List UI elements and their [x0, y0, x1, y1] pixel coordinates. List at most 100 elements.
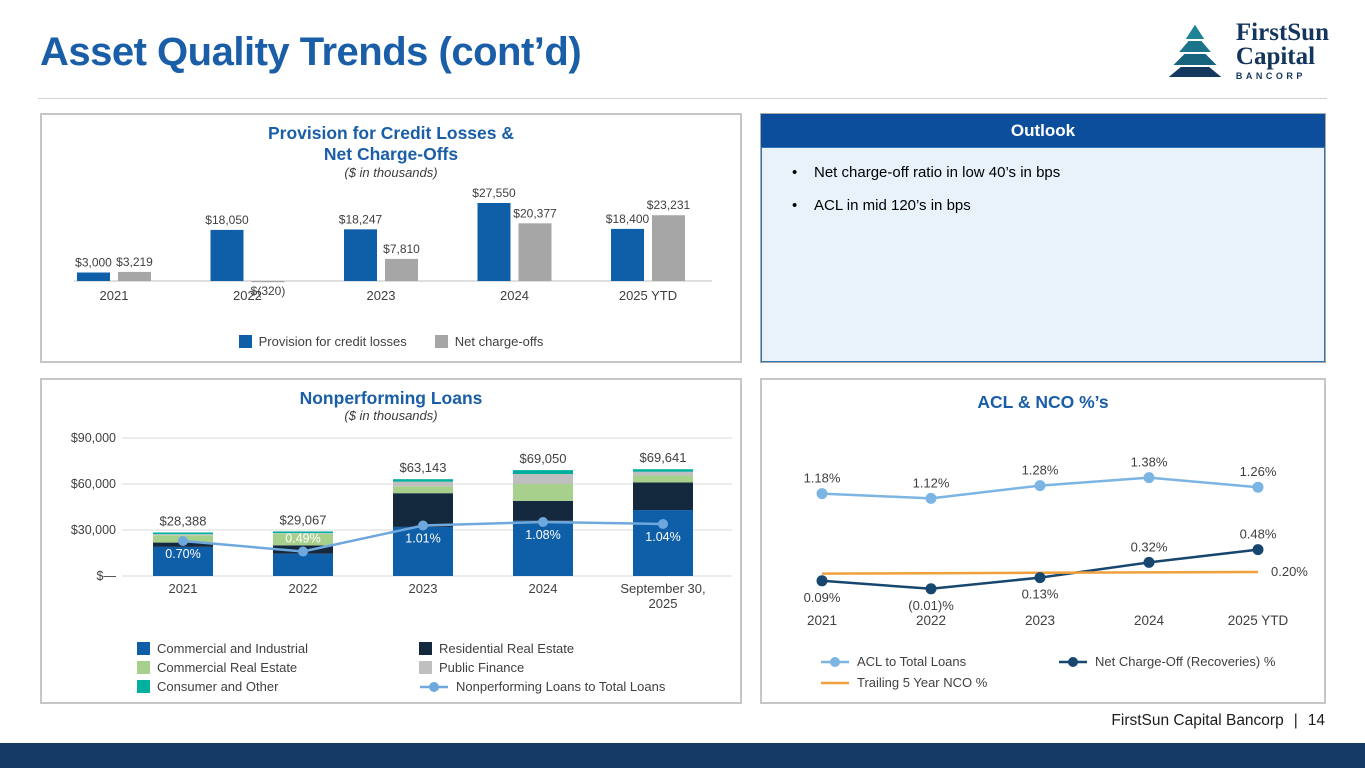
- bar-value-label: $23,231: [647, 198, 691, 212]
- stack-segment: [153, 546, 213, 576]
- header-divider: [38, 98, 1327, 99]
- line-marker: [658, 519, 668, 529]
- legend-label: Public Finance: [439, 660, 525, 675]
- stack-segment: [633, 469, 693, 472]
- bar: [611, 228, 644, 281]
- stack-segment: [153, 534, 213, 536]
- bar-value-label: $18,400: [606, 212, 650, 226]
- line-marker: [1252, 544, 1264, 556]
- stack-segment: [273, 533, 333, 546]
- line-marker: [538, 517, 548, 527]
- value-label: 1.12%: [913, 475, 950, 490]
- line-marker: [1143, 472, 1155, 484]
- total-label: $69,641: [640, 450, 687, 465]
- outlook-panel: Outlook Net charge-off ratio in low 40’s…: [760, 113, 1326, 363]
- legend-item: Trailing 5 Year NCO %: [820, 675, 1058, 690]
- acl-chart-title: ACL & NCO %’s: [977, 392, 1109, 412]
- legend-label: Commercial and Industrial: [157, 641, 309, 656]
- ratio-label: 0.70%: [165, 547, 200, 561]
- legend-marker-svg: [1059, 656, 1087, 667]
- line-marker: [1252, 481, 1264, 493]
- legend-marker-svg: [821, 656, 849, 667]
- stack-segment: [633, 482, 693, 511]
- stack-segment: [393, 479, 453, 482]
- x-tick-label: 2021: [169, 581, 198, 596]
- stack-segment: [153, 532, 213, 535]
- stack-segment: [273, 531, 333, 534]
- stack-segment: [633, 471, 693, 476]
- x-tick-label: 2025 YTD: [619, 288, 677, 303]
- x-tick-label: 2023: [1025, 613, 1055, 628]
- legend-swatch: [137, 661, 150, 674]
- legend-marker-svg: [420, 681, 448, 692]
- value-label: 1.18%: [804, 471, 841, 486]
- line-marker: [816, 575, 828, 587]
- value-label: 0.09%: [804, 590, 841, 605]
- legend-item: Net charge-offs: [434, 334, 544, 349]
- legend-label: Net charge-offs: [454, 334, 544, 349]
- bar: [118, 271, 151, 281]
- legend-item: Consumer and Other: [137, 679, 419, 694]
- bar: [77, 272, 110, 281]
- value-label: (0.01)%: [908, 598, 954, 613]
- line-marker: [1034, 572, 1046, 584]
- ratio-label: 1.08%: [525, 528, 560, 542]
- outlook-bullet-2: ACL in mid 120’s in bps: [782, 197, 1304, 214]
- bar-value-label: $20,377: [513, 206, 557, 220]
- legend-label: Net Charge-Off (Recoveries) %: [1095, 654, 1276, 669]
- outlook-bullet-1: Net charge-off ratio in low 40’s in bps: [782, 164, 1304, 181]
- stack-segment: [393, 481, 453, 487]
- tree-band-1: [1182, 21, 1208, 41]
- legend-line-marker: [820, 677, 850, 689]
- line-marker: [925, 583, 937, 595]
- stack-segment: [633, 475, 693, 483]
- x-tick-label: 2024: [500, 288, 529, 303]
- legend-label: Provision for credit losses: [258, 334, 407, 349]
- provision-chart: 2021 $3,000 $3,219 2022 $18,050 $(320) 2023 $18…: [74, 186, 712, 303]
- company-logo: FirstSun Capital BANCORP: [1163, 20, 1329, 82]
- nonperforming-loans-panel: Nonperforming Loans ($ in thousands) $— $…: [40, 378, 742, 704]
- legend-item: Commercial Real Estate: [137, 660, 419, 675]
- bar: [518, 223, 552, 281]
- provision-title-line1: Provision for Credit Losses &: [267, 123, 515, 143]
- logo-bancorp-label: BANCORP: [1235, 71, 1306, 82]
- x-tick-label: 2022: [233, 288, 262, 303]
- legend-swatch: [419, 661, 432, 674]
- bar: [251, 281, 285, 283]
- value-label: 0.13%: [1022, 587, 1059, 602]
- value-label: 0.32%: [1131, 539, 1168, 554]
- logo-text: FirstSun Capital BANCORP: [1235, 20, 1329, 82]
- bar: [477, 203, 511, 281]
- legend-label: Consumer and Other: [157, 679, 279, 694]
- stack-segment: [393, 486, 453, 494]
- line-marker: [418, 520, 428, 531]
- tree-band-2: [1174, 30, 1216, 54]
- stack-segment: [273, 553, 333, 576]
- value-label: 0.20%: [1271, 564, 1308, 579]
- x-tick-label: 2024: [529, 581, 558, 596]
- x-tick-label: 2025 YTD: [1228, 613, 1289, 628]
- line-marker: [178, 536, 188, 546]
- legend-swatch: [137, 680, 150, 693]
- stack-segment: [513, 500, 573, 521]
- slide-footer: FirstSun Capital Bancorp | 14: [1111, 712, 1325, 730]
- ratio-label: 1.04%: [645, 530, 680, 544]
- bar: [652, 215, 685, 281]
- value-label: 1.26%: [1240, 464, 1277, 479]
- value-label: 0.48%: [1240, 527, 1277, 542]
- x-tick-label: 2023: [367, 288, 396, 303]
- x-tick-label: 2021: [100, 288, 129, 303]
- legend-line-marker: [820, 656, 850, 668]
- legend-swatch: [434, 335, 448, 348]
- bar-value-label: $7,810: [383, 242, 420, 256]
- npl-legend: Commercial and Industrial Residential Rea…: [137, 641, 665, 694]
- stack-segment: [513, 484, 573, 501]
- x-tick-label: 2024: [1134, 613, 1165, 628]
- stack-segment: [513, 474, 573, 484]
- x-tick-label: 2022: [916, 613, 946, 628]
- footer-company: FirstSun Capital Bancorp: [1111, 712, 1284, 729]
- npl-chart: $— $30,000 $60,000 $90,000 $28,388 2021 $29,06…: [71, 431, 732, 611]
- legend-label: Residential Real Estate: [439, 641, 575, 656]
- legend-swatch: [419, 642, 432, 655]
- x-tick-label: 2021: [807, 613, 837, 628]
